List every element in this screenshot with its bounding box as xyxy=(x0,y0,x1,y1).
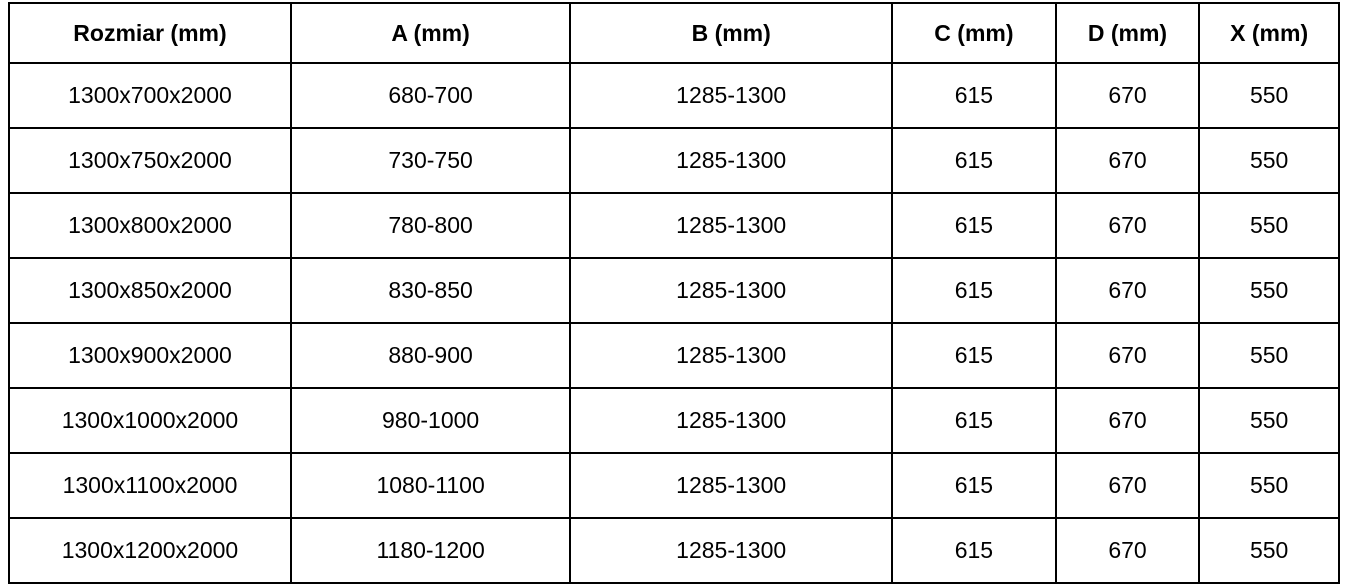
table-cell: 880-900 xyxy=(289,322,572,389)
table-cell: 615 xyxy=(891,452,1057,519)
table-body: 1300x700x2000 680-700 1285-1300 615 670 550 13… xyxy=(8,62,1340,584)
table-cell: 780-800 xyxy=(289,192,572,259)
table-cell: 550 xyxy=(1198,127,1340,194)
table-cell: 550 xyxy=(1198,452,1340,519)
table-cell: 615 xyxy=(891,127,1057,194)
table-cell: 670 xyxy=(1054,387,1201,454)
table-cell: 1080-1100 xyxy=(289,452,572,519)
table-header-row: Rozmiar (mm) A (mm) B (mm) C (mm) D (mm) X (m… xyxy=(8,2,1340,64)
table-row: 1300x850x2000 830-850 1285-1300 615 670 550 xyxy=(8,257,1340,324)
table-cell: 1300x1200x2000 xyxy=(8,517,292,584)
table-cell: 1285-1300 xyxy=(569,452,894,519)
table-cell: 1180-1200 xyxy=(289,517,572,584)
column-header: C (mm) xyxy=(891,2,1057,64)
table-cell: 550 xyxy=(1198,517,1340,584)
table-cell: 1285-1300 xyxy=(569,62,894,129)
table-cell: 980-1000 xyxy=(289,387,572,454)
table-cell: 670 xyxy=(1054,322,1201,389)
table-cell: 550 xyxy=(1198,257,1340,324)
table-cell: 670 xyxy=(1054,517,1201,584)
table-cell: 1285-1300 xyxy=(569,257,894,324)
table-row: 1300x750x2000 730-750 1285-1300 615 670 550 xyxy=(8,127,1340,194)
table-cell: 670 xyxy=(1054,62,1201,129)
table-cell: 670 xyxy=(1054,452,1201,519)
table-cell: 550 xyxy=(1198,62,1340,129)
column-header: A (mm) xyxy=(289,2,572,64)
table-row: 1300x1100x2000 1080-1100 1285-1300 615 670 55… xyxy=(8,452,1340,519)
column-header: X (mm) xyxy=(1198,2,1340,64)
table-cell: 1300x1100x2000 xyxy=(8,452,292,519)
table-row: 1300x1000x2000 980-1000 1285-1300 615 670 550 xyxy=(8,387,1340,454)
table-cell: 615 xyxy=(891,322,1057,389)
column-header: D (mm) xyxy=(1054,2,1201,64)
table-cell: 1300x750x2000 xyxy=(8,127,292,194)
table-cell: 615 xyxy=(891,387,1057,454)
table-cell: 1300x1000x2000 xyxy=(8,387,292,454)
table-head: Rozmiar (mm) A (mm) B (mm) C (mm) D (mm) X (m… xyxy=(8,2,1340,64)
table-cell: 615 xyxy=(891,257,1057,324)
table-cell: 550 xyxy=(1198,322,1340,389)
table-cell: 670 xyxy=(1054,127,1201,194)
table-cell: 1300x700x2000 xyxy=(8,62,292,129)
table-cell: 1285-1300 xyxy=(569,192,894,259)
table-cell: 680-700 xyxy=(289,62,572,129)
table-cell: 670 xyxy=(1054,192,1201,259)
size-spec-table: Rozmiar (mm) A (mm) B (mm) C (mm) D (mm) X (m… xyxy=(8,2,1340,584)
table-row: 1300x900x2000 880-900 1285-1300 615 670 550 xyxy=(8,322,1340,389)
table-cell: 615 xyxy=(891,62,1057,129)
table-cell: 550 xyxy=(1198,387,1340,454)
table-cell: 1285-1300 xyxy=(569,322,894,389)
table-cell: 730-750 xyxy=(289,127,572,194)
table-cell: 1300x850x2000 xyxy=(8,257,292,324)
table-row: 1300x700x2000 680-700 1285-1300 615 670 550 xyxy=(8,62,1340,129)
table-cell: 1300x800x2000 xyxy=(8,192,292,259)
table-cell: 1285-1300 xyxy=(569,127,894,194)
table-row: 1300x800x2000 780-800 1285-1300 615 670 550 xyxy=(8,192,1340,259)
table-cell: 1285-1300 xyxy=(569,387,894,454)
column-header: B (mm) xyxy=(569,2,894,64)
table-cell: 830-850 xyxy=(289,257,572,324)
table-cell: 615 xyxy=(891,192,1057,259)
table-cell: 1285-1300 xyxy=(569,517,894,584)
table-row: 1300x1200x2000 1180-1200 1285-1300 615 670 55… xyxy=(8,517,1340,584)
table-cell: 1300x900x2000 xyxy=(8,322,292,389)
table-cell: 670 xyxy=(1054,257,1201,324)
column-header: Rozmiar (mm) xyxy=(8,2,292,64)
table-cell: 615 xyxy=(891,517,1057,584)
table-cell: 550 xyxy=(1198,192,1340,259)
